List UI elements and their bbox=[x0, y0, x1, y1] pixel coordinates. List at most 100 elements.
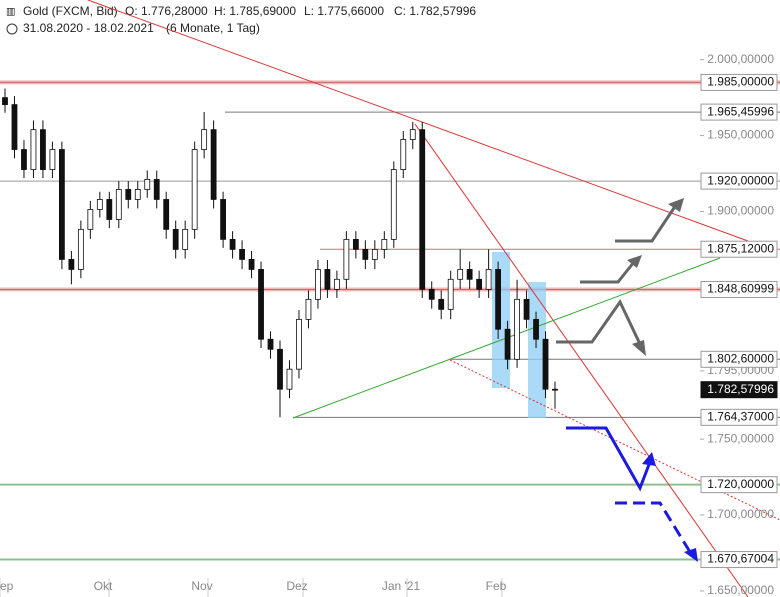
level-label: 1.848,60999 bbox=[707, 282, 774, 296]
level-label: 1.720,00000 bbox=[707, 477, 774, 491]
candle-body bbox=[153, 179, 160, 200]
candle-body bbox=[495, 269, 502, 330]
x-tick-label: Nov bbox=[191, 579, 212, 593]
arrow bbox=[566, 426, 652, 492]
candle-body bbox=[466, 269, 473, 280]
candle-body bbox=[381, 238, 388, 250]
candle-body bbox=[68, 259, 75, 270]
candle-body bbox=[409, 129, 416, 140]
x-tick-label: ep bbox=[0, 579, 14, 593]
x-tick-label: Dez bbox=[286, 579, 307, 593]
candle-body bbox=[428, 288, 435, 300]
level-label: 1.782,57996 bbox=[707, 382, 774, 396]
candle-body bbox=[419, 129, 426, 290]
trend-line bbox=[87, 0, 749, 242]
level-label: 1.920,00000 bbox=[707, 173, 774, 187]
level-label-box bbox=[700, 381, 778, 399]
candle-body bbox=[485, 269, 492, 290]
y-tick-label: 1.900,00000 bbox=[707, 204, 774, 218]
candle-body bbox=[191, 149, 198, 230]
candle-body bbox=[144, 179, 151, 190]
level-label: 1.802,60000 bbox=[707, 351, 774, 365]
candle-body bbox=[106, 199, 113, 220]
candle-body bbox=[305, 298, 312, 320]
candle-body bbox=[201, 129, 208, 150]
arrowhead bbox=[642, 452, 656, 466]
candle-body bbox=[125, 189, 132, 200]
candle-body bbox=[504, 328, 511, 360]
x-tick-label: Okt bbox=[94, 579, 113, 593]
candle-body bbox=[296, 318, 302, 370]
candle-body bbox=[457, 269, 464, 280]
y-tick-label: 1.650,00000 bbox=[707, 583, 774, 597]
candle-body bbox=[182, 228, 189, 250]
candle-body bbox=[96, 199, 103, 210]
candle-body bbox=[40, 129, 46, 170]
candle-body bbox=[343, 238, 350, 280]
candle-body bbox=[552, 388, 558, 391]
y-tick-label: 2.000,00000 bbox=[707, 52, 774, 66]
level-label: 1.985,00000 bbox=[707, 75, 774, 89]
level-label-box bbox=[700, 408, 778, 426]
period: 31.08.2020 - 18.02.2021 bbox=[23, 21, 154, 35]
level-label-box bbox=[700, 103, 778, 121]
chart-title: Gold (FXCM, Bid) bbox=[23, 4, 118, 18]
candle-body bbox=[220, 199, 227, 240]
candle-body bbox=[163, 199, 170, 230]
arrow bbox=[556, 299, 642, 345]
candle-body bbox=[324, 269, 331, 290]
level-label: 1.965,45996 bbox=[707, 104, 774, 118]
candle-body bbox=[447, 278, 454, 310]
arrowhead bbox=[668, 198, 684, 212]
arrow bbox=[580, 261, 636, 284]
candle-body bbox=[210, 129, 217, 200]
trend-line bbox=[449, 359, 780, 521]
candle-body bbox=[77, 228, 84, 270]
level-label: 1.875,12000 bbox=[707, 241, 774, 255]
level-label-box bbox=[700, 240, 778, 258]
candle-body bbox=[134, 189, 141, 200]
y-tick-label: 1.950,00000 bbox=[707, 128, 774, 142]
highlight-box bbox=[528, 282, 546, 418]
candle-body bbox=[352, 238, 359, 250]
candle-body bbox=[371, 248, 378, 260]
open-label: O: 1.776,28000 bbox=[125, 4, 208, 18]
x-tick-label: Jan '21 bbox=[382, 579, 421, 593]
low-label: L: 1.775,66000 bbox=[304, 4, 384, 18]
level-label: 1.670,67004 bbox=[707, 552, 774, 566]
period-note: (6 Monate, 1 Tag) bbox=[166, 21, 260, 35]
candle-body bbox=[333, 278, 340, 290]
candle-body bbox=[476, 278, 483, 290]
high-label: H: 1.785,69000 bbox=[214, 4, 296, 18]
candle-body bbox=[87, 209, 94, 230]
arrow bbox=[615, 204, 678, 243]
level-label-box bbox=[700, 551, 778, 569]
level-label-box bbox=[700, 280, 778, 298]
arrowhead bbox=[632, 340, 646, 356]
candle-body bbox=[438, 298, 445, 310]
candle-body bbox=[11, 104, 18, 150]
clock-icon bbox=[6, 23, 18, 35]
candle-body bbox=[267, 338, 274, 350]
candle-body bbox=[542, 338, 549, 390]
candle-body bbox=[115, 189, 122, 220]
candle-body bbox=[286, 368, 293, 390]
arrowhead bbox=[684, 548, 698, 562]
candle-body bbox=[533, 318, 539, 340]
candle-body bbox=[58, 149, 65, 260]
header: ▥ Gold (FXCM, Bid) O: 1.776,28000 H: 1.7… bbox=[6, 4, 476, 35]
level-label-box bbox=[700, 476, 778, 494]
chart-icon: ▥ bbox=[6, 7, 15, 18]
candle-body bbox=[239, 248, 245, 260]
candle-body bbox=[30, 129, 37, 170]
candle-body bbox=[258, 269, 264, 340]
candle-body bbox=[362, 248, 369, 260]
close-label: C: 1.782,57996 bbox=[394, 4, 476, 18]
arrows bbox=[556, 198, 698, 562]
y-tick-label: 1.700,00000 bbox=[707, 507, 774, 521]
candle-body bbox=[2, 97, 8, 105]
candle-body bbox=[21, 149, 27, 170]
candle-body bbox=[172, 228, 179, 250]
